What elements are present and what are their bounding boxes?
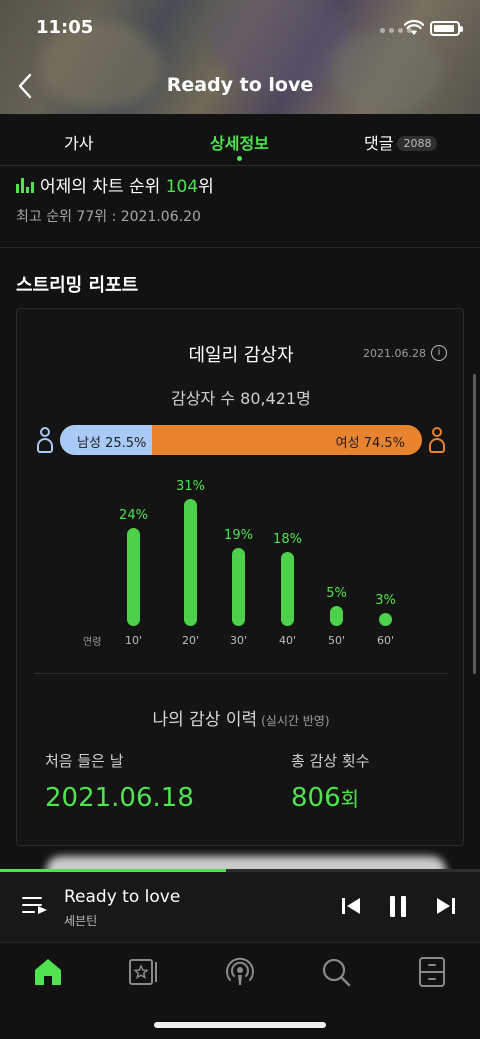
history-title: 나의 감상 이력 (실시간 반영)	[17, 705, 465, 730]
next-icon[interactable]	[434, 894, 458, 918]
age-group-label: 50'	[327, 634, 346, 647]
age-pct-label: 18%	[273, 532, 302, 548]
page-title: Ready to love	[166, 74, 314, 96]
status-bar: 11:05	[0, 0, 480, 56]
report-date: 2021.06.28	[363, 347, 426, 360]
home-icon[interactable]	[31, 955, 65, 989]
age-pct-label: 31%	[176, 479, 205, 494]
age-group-label: 20'	[181, 634, 200, 647]
tab-comments-label: 댓글	[364, 134, 394, 153]
female-share-label: 여성 74.5%	[335, 436, 405, 451]
search-icon[interactable]	[319, 955, 353, 989]
age-bar-30	[232, 548, 245, 626]
tab-lyrics[interactable]: 가사	[64, 134, 94, 153]
podcast-icon[interactable]	[223, 955, 257, 989]
tab-comments[interactable]: 댓글 2088	[364, 130, 438, 154]
comment-count-badge: 2088	[397, 136, 438, 151]
tab-details-label: 상세정보	[210, 134, 269, 153]
divider	[34, 673, 448, 674]
total-plays-label: 총 감상 횟수	[291, 752, 370, 770]
age-pct-label: 5%	[326, 585, 347, 601]
male-share-fill	[60, 425, 153, 455]
top-nav-bar: Ready to love	[0, 56, 480, 114]
age-pct-label: 24%	[119, 507, 148, 523]
age-axis-label: 연령	[83, 637, 102, 648]
library-icon[interactable]	[127, 955, 161, 989]
age-pct-label: 3%	[375, 593, 396, 608]
best-rank: 최고 순위 77위 : 2021.06.20	[16, 209, 201, 225]
wifi-icon	[404, 20, 424, 35]
male-share-label: 남성 25.5%	[77, 436, 147, 451]
locker-icon[interactable]	[415, 955, 449, 989]
chart-bars-icon	[16, 178, 34, 193]
tab-details[interactable]: 상세정보	[210, 130, 269, 161]
chart-rank: 어제의 차트 순위 104위	[16, 172, 214, 197]
playlist-icon[interactable]	[22, 894, 48, 918]
back-icon[interactable]	[16, 72, 36, 100]
tab-bar: 가사 상세정보 댓글 2088	[0, 114, 480, 166]
track-title[interactable]: Ready to love	[64, 887, 181, 907]
age-bar-20	[184, 499, 197, 626]
gender-ratio-bar: 남성 25.5% 여성 74.5%	[60, 425, 422, 455]
rank-number: 104	[165, 177, 199, 197]
card-title: 데일리 감상자	[188, 345, 294, 366]
total-plays-value: 806회	[291, 783, 359, 813]
age-group-label: 30'	[229, 634, 248, 647]
scrollbar[interactable]	[473, 374, 476, 674]
playback-progress-track[interactable]	[0, 869, 480, 872]
battery-icon	[430, 21, 463, 36]
total-plays-unit: 회	[340, 787, 360, 811]
female-icon	[429, 427, 445, 455]
age-bar-40	[281, 552, 294, 626]
history-subtitle: (실시간 반영)	[261, 714, 330, 728]
track-artist[interactable]: 세븐틴	[64, 914, 98, 928]
previous-icon[interactable]	[339, 894, 363, 918]
divider	[0, 247, 480, 248]
pause-icon[interactable]	[386, 894, 410, 918]
age-pct-label: 19%	[224, 528, 253, 544]
age-bar-60	[379, 613, 392, 626]
first-listen-label: 처음 들은 날	[45, 752, 124, 770]
total-plays-number: 806	[291, 783, 341, 813]
album-art-background	[0, 0, 480, 114]
section-title: 스트리밍 리포트	[16, 275, 139, 296]
rank-prefix: 어제의 차트 순위	[40, 177, 161, 197]
listener-count: 감상자 수 80,421명	[171, 389, 311, 408]
playback-progress-fill	[0, 869, 226, 872]
age-bar-50	[330, 605, 343, 626]
signal-icon	[380, 28, 412, 33]
rank-suffix: 위	[198, 177, 214, 197]
history-title-text: 나의 감상 이력	[152, 710, 258, 730]
mini-player[interactable]: Ready to love 세븐틴	[0, 872, 480, 942]
age-distribution-chart: 연령 24% 10' 31% 20' 19% 30' 18% 40' 5% 50' 3% 60'	[17, 473, 465, 663]
age-group-label: 60'	[376, 634, 395, 647]
status-time: 11:05	[36, 17, 94, 38]
age-group-label: 40'	[278, 634, 297, 647]
male-icon	[37, 427, 53, 455]
age-group-label: 10'	[124, 634, 143, 647]
streaming-report-card: 데일리 감상자 2021.06.28 i 감상자 수 80,421명 남성 25…	[16, 308, 464, 846]
first-listen-date: 2021.06.18	[45, 783, 194, 813]
home-indicator	[154, 1022, 326, 1028]
age-bar-10	[127, 527, 140, 626]
info-icon[interactable]: i	[431, 345, 447, 361]
